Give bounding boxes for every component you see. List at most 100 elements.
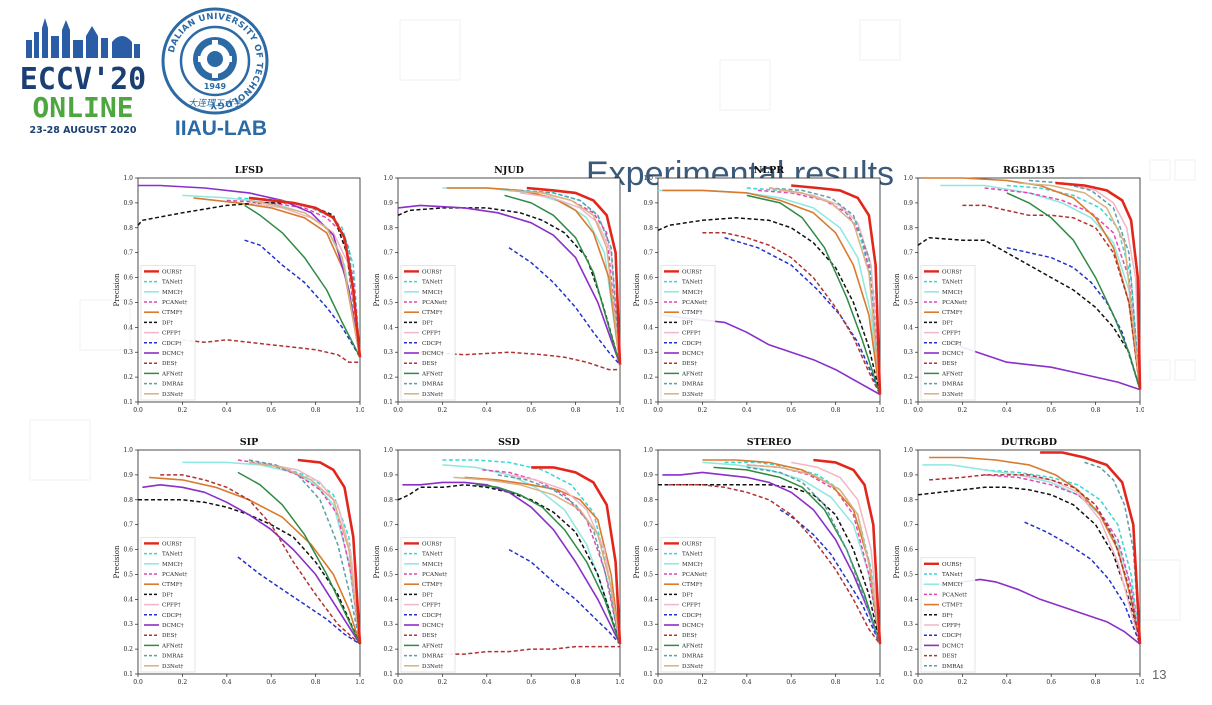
- chart-sip-ytick-label: 0.9: [123, 472, 133, 479]
- chart-dutrgbd-legend-label: TANet†: [942, 572, 963, 578]
- chart-stereo-legend-label: TANet†: [682, 552, 703, 558]
- chart-rgbd135-legend-label: DES†: [942, 361, 957, 367]
- chart-nlpr-legend-label: PCANet†: [682, 300, 708, 306]
- chart-nlpr-series-des: [702, 232, 881, 395]
- chart-rgbd135-ytick-label: 0.6: [903, 275, 913, 282]
- chart-stereo-series-ours: [813, 458, 882, 645]
- chart-dutrgbd-series-des: [929, 474, 1141, 645]
- chart-nlpr-legend-label: CTMF†: [682, 310, 703, 316]
- chart-stereo-ytick-label: 0.1: [643, 671, 653, 678]
- chart-ssd-legend-label: DF†: [422, 592, 433, 598]
- chart-njud-ytick-label: 0.2: [383, 374, 393, 381]
- chart-sip-ytick-label: 0.8: [123, 497, 133, 504]
- chart-dutrgbd-legend-label: DCMC†: [942, 643, 964, 649]
- chart-ssd-ytick-label: 0.5: [383, 571, 393, 578]
- chart-dutrgbd-legend-label: PCANet†: [942, 592, 968, 598]
- chart-stereo-xtick-label: 0.6: [786, 679, 796, 686]
- chart-stereo-legend-label: PCANet†: [682, 572, 708, 578]
- chart-nlpr-legend-label: DMRA‡: [682, 382, 703, 388]
- chart-lfsd-series-ours: [248, 196, 362, 358]
- chart-ssd-xtick-label: 0.6: [526, 679, 536, 686]
- chart-sip-ytick-label: 0.4: [123, 596, 133, 603]
- chart-sip-legend-label: DES†: [162, 633, 177, 639]
- chart-rgbd135-xtick-label: 0.0: [913, 407, 923, 414]
- chart-njud-ytick-label: 0.6: [383, 275, 393, 282]
- chart-dutrgbd-series-pcanet: [984, 474, 1141, 645]
- chart-sip-series-des: [160, 474, 361, 645]
- chart-dutrgbd-series-cdcp: [1024, 521, 1141, 645]
- chart-ssd-xtick-label: 1.0: [615, 679, 624, 686]
- chart-dutrgbd-title: DUTRGBD: [1001, 437, 1057, 448]
- chart-lfsd-legend-label: OURS†: [162, 269, 182, 275]
- chart-sip-xtick-label: 1.0: [355, 679, 364, 686]
- chart-njud-xtick-label: 0.4: [482, 407, 492, 414]
- chart-sip-legend-label: AFNet†: [161, 643, 183, 649]
- chart-lfsd-ytick-label: 0.1: [123, 399, 133, 406]
- chart-nlpr-ytick-label: 0.3: [643, 349, 653, 356]
- chart-nlpr-ytick-label: 0.7: [643, 250, 653, 257]
- chart-sip-legend-label: DMRA‡: [162, 654, 183, 660]
- chart-rgbd135-legend-label: OURS†: [942, 269, 962, 275]
- chart-njud-series-d3net: [508, 189, 621, 365]
- chart-ssd-legend-label: D3Net†: [422, 664, 443, 670]
- chart-rgbd135-series-tanet: [1006, 184, 1141, 390]
- chart-rgbd135-xtick-label: 0.4: [1002, 407, 1012, 414]
- chart-nlpr-series-cdcp: [724, 236, 881, 395]
- chart-lfsd-svg: LFSD 0.0 0.2 0.4 0.6 0.8 1.0 0.1 0.2 0.3 0.4 0.5 0.6…: [113, 165, 364, 414]
- chart-lfsd-legend-label: DES†: [162, 361, 177, 367]
- chart-dutrgbd-legend-label: CTMF†: [942, 603, 963, 609]
- chart-ssd-series-cpfp: [508, 474, 621, 645]
- chart-sip-xtick-label: 0.0: [133, 679, 143, 686]
- chart-njud-xtick-label: 1.0: [615, 407, 624, 414]
- chart-rgbd135-legend-label: DCMC†: [942, 351, 964, 357]
- chart-njud-ytick-label: 0.4: [383, 324, 393, 331]
- chart-njud-legend-label: TANet†: [422, 280, 443, 286]
- chart-sip-series-ours: [297, 458, 362, 645]
- chart-njud-legend-label: CTMF†: [422, 310, 443, 316]
- chart-dutrgbd-ytick-label: 1.0: [903, 447, 913, 454]
- chart-sip-ytick-label: 1.0: [123, 447, 133, 454]
- chart-lfsd-series-d3net: [248, 199, 361, 358]
- chart-nlpr-title: NLPR: [754, 165, 785, 176]
- chart-njud-series-des: [420, 351, 620, 371]
- chart-stereo-series-cpfp: [791, 461, 881, 645]
- chart-ssd-ytick-label: 0.1: [383, 671, 393, 678]
- chart-stereo-legend-label: CTMF†: [682, 582, 703, 588]
- chart-ssd-series-afnet: [475, 484, 621, 645]
- chart-nlpr-series-d3net: [768, 187, 881, 395]
- chart-dutrgbd-legend-label: OURS†: [942, 562, 962, 568]
- chart-njud-svg: NJUD 0.0 0.2 0.4 0.6 0.8 1.0 0.1 0.2 0.3 0.4 0.5 0.6…: [373, 165, 624, 414]
- chart-stereo-series-afnet: [713, 466, 881, 645]
- chart-ssd-series-dmra: [497, 474, 621, 645]
- chart-dutrgbd-series-df: [917, 486, 1141, 645]
- chart-rgbd135-xtick-label: 0.6: [1046, 407, 1056, 414]
- chart-lfsd-ytick-label: 0.7: [123, 250, 133, 257]
- chart-nlpr-legend-label: AFNet†: [681, 371, 703, 377]
- chart-nlpr-legend-label: DCMC†: [682, 351, 704, 357]
- chart-sip-ytick-label: 0.1: [123, 671, 133, 678]
- chart-panel-lfsd: LFSD 0.0 0.2 0.4 0.6 0.8 1.0 0.1 0.2 0.3 0.4 0.5 0.6…: [112, 160, 364, 415]
- chart-nlpr-ytick-label: 1.0: [643, 175, 653, 182]
- chart-sip-series-dcmc: [142, 483, 361, 645]
- chart-stereo-title: STEREO: [747, 437, 792, 448]
- chart-stereo-ytick-label: 0.3: [643, 621, 653, 628]
- chart-nlpr-xtick-label: 1.0: [875, 407, 884, 414]
- chart-nlpr-xtick-label: 0.6: [786, 407, 796, 414]
- chart-ssd-legend-label: DCMC†: [422, 623, 444, 629]
- chart-nlpr-ylabel: Precision: [633, 273, 641, 306]
- chart-dutrgbd-xtick-label: 0.2: [958, 679, 968, 686]
- chart-ssd-ytick-label: 0.3: [383, 621, 393, 628]
- chart-lfsd-legend-label: CPFP†: [162, 331, 181, 337]
- chart-ssd-legend-label: CDCP†: [422, 613, 442, 619]
- chart-dutrgbd-ylabel: Precision: [893, 545, 901, 578]
- chart-ssd-series-des: [442, 645, 620, 655]
- chart-rgbd135-xtick-label: 1.0: [1135, 407, 1144, 414]
- chart-dutrgbd-ytick-label: 0.9: [903, 472, 913, 479]
- chart-ssd-xtick-label: 0.8: [571, 679, 581, 686]
- chart-njud-ylabel: Precision: [373, 273, 381, 306]
- chart-ssd-legend-label: CTMF†: [422, 582, 443, 588]
- chart-nlpr-xtick-label: 0.4: [742, 407, 752, 414]
- chart-ssd-legend-label: DES†: [422, 633, 437, 639]
- chart-panel-dutrgbd: DUTRGBD 0.0 0.2 0.4 0.6 0.8 1.0 0.1 0.2 0.3 0.4 0.5…: [892, 432, 1144, 687]
- chart-lfsd-series-df: [137, 202, 361, 358]
